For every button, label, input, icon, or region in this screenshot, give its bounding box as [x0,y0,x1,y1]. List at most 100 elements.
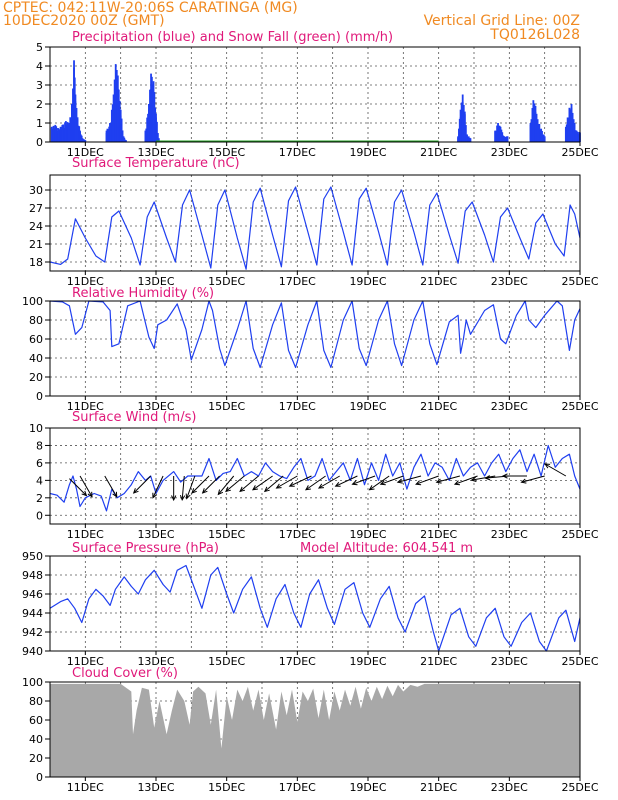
humidity-xtick-label: 21DEC [420,400,457,413]
pressure-xtick-label: 21DEC [420,655,457,668]
wind-arrow [152,475,164,498]
precip-bar [71,104,73,142]
humidity-frame [49,300,581,397]
wind-arrow [239,475,259,492]
humidity-xtick-label: 23DEC [491,400,528,413]
precip-xtick-label: 15DEC [208,146,245,159]
wind-xtick-label: 23DEC [491,528,528,541]
wind-arrow [397,475,422,483]
precip-bar [65,121,67,142]
temperature-ytick-label: 27 [29,202,43,215]
wind-ytick-label: 4 [36,474,43,487]
wind-series-line [49,444,581,512]
pressure-xtick-label: 15DEC [208,655,245,668]
precip-bar [564,126,567,142]
temperature-xtick-label: 19DEC [349,275,386,288]
precip-ytick-label: 0 [36,136,43,149]
precip-bar [543,136,546,142]
wind-arrow [305,475,326,491]
pressure-xtick-label: 11DEC [67,655,104,668]
wind-arrow-head [251,485,258,491]
precip-bar [535,113,538,142]
precip-bar [121,130,124,142]
pressure-xtick-label: 13DEC [137,655,174,668]
wind-xtick-label: 19DEC [349,528,386,541]
wind-arrow-head [368,485,375,491]
precip-bar [112,94,115,142]
precip-bar [534,105,537,142]
wind-arrow-head [435,478,442,484]
temperature-ytick-label: 30 [29,184,43,197]
wind-arrow-head [453,480,461,486]
precip-bar [495,130,498,142]
precip-title: Precipitation (blue) and Snow Fall (gree… [72,30,393,45]
humidity-ytick-label: 20 [29,371,43,384]
wind-arrow-head [263,486,270,493]
pressure-xtick-label: 23DEC [491,655,528,668]
wind-ytick-label: 10 [29,422,43,435]
wind-arrow [69,478,87,496]
cloud-ytick-label: 0 [36,771,43,784]
precip-bar [118,100,121,142]
wind-arrow-head [81,490,88,497]
wind-ytick-label: 6 [36,457,43,470]
precip-bar [50,126,53,142]
precip-bar [74,94,77,142]
cloud-title: Cloud Cover (%) [72,666,178,681]
precip-bar [503,136,505,142]
humidity-series-line [49,300,581,369]
wind-arrow-head [152,492,158,499]
wind-arrow-head [334,481,341,487]
precip-bar [463,111,466,142]
humidity-xtick-label: 19DEC [349,400,386,413]
wind-arrow [79,475,93,498]
wind-arrow [252,475,273,491]
wind-arrow [352,475,376,485]
wind-arrow-head [501,473,508,479]
pressure-panel: 940 942 944 946 948 950 11DEC 13DEC 15DEC 17DEC 19… [22,550,599,668]
temperature-ytick-label: 24 [29,220,43,233]
wind-xtick-label: 15DEC [208,528,245,541]
wind-arrow [436,475,460,483]
precip-xtick-label: 23DEC [491,146,528,159]
precip-bar [461,94,464,142]
precip-bar [459,109,462,142]
humidity-xtick-label: 25DEC [561,400,598,413]
precip-bar [148,104,150,142]
precip-ytick-label: 4 [36,60,43,73]
precip-bar [109,123,111,142]
pressure-annotation: Model Altitude: 604.541 m [300,541,473,556]
wind-arrow-head [225,486,231,493]
wind-frame [49,427,581,525]
precip-bar [462,105,465,142]
wind-arrow-head [191,488,197,494]
precip-ytick-label: 3 [36,79,43,92]
wind-arrow [415,475,439,485]
wind-xtick-label: 11DEC [67,528,104,541]
precip-ytick-label: 1 [36,117,43,130]
wind-arrow-head [396,478,403,484]
humidity-ytick-label: 0 [36,390,43,403]
wind-arrow [521,475,545,483]
precip-ytick-label: 2 [36,98,43,111]
pressure-ytick-label: 942 [22,626,43,639]
precip-bar [469,138,472,142]
precip-xtick-label: 19DEC [349,146,386,159]
temperature-frame [49,174,581,272]
precip-bar [117,89,120,142]
precip-bar [82,139,85,142]
wind-ytick-label: 0 [36,509,43,522]
precip-bar [156,121,158,142]
precip-bar [81,138,84,142]
precip-bar [533,103,536,142]
pressure-ytick-label: 940 [22,645,43,658]
precip-bar [75,107,78,142]
cloud-xtick-label: 19DEC [349,781,386,794]
precip-bar [457,136,459,142]
cloud-xtick-label: 17DEC [279,781,316,794]
precip-bar [575,130,578,142]
wind-arrow-head [112,491,118,498]
wind-arrow [104,475,118,498]
precip-bar [572,119,575,142]
humidity-ytick-label: 40 [29,352,43,365]
